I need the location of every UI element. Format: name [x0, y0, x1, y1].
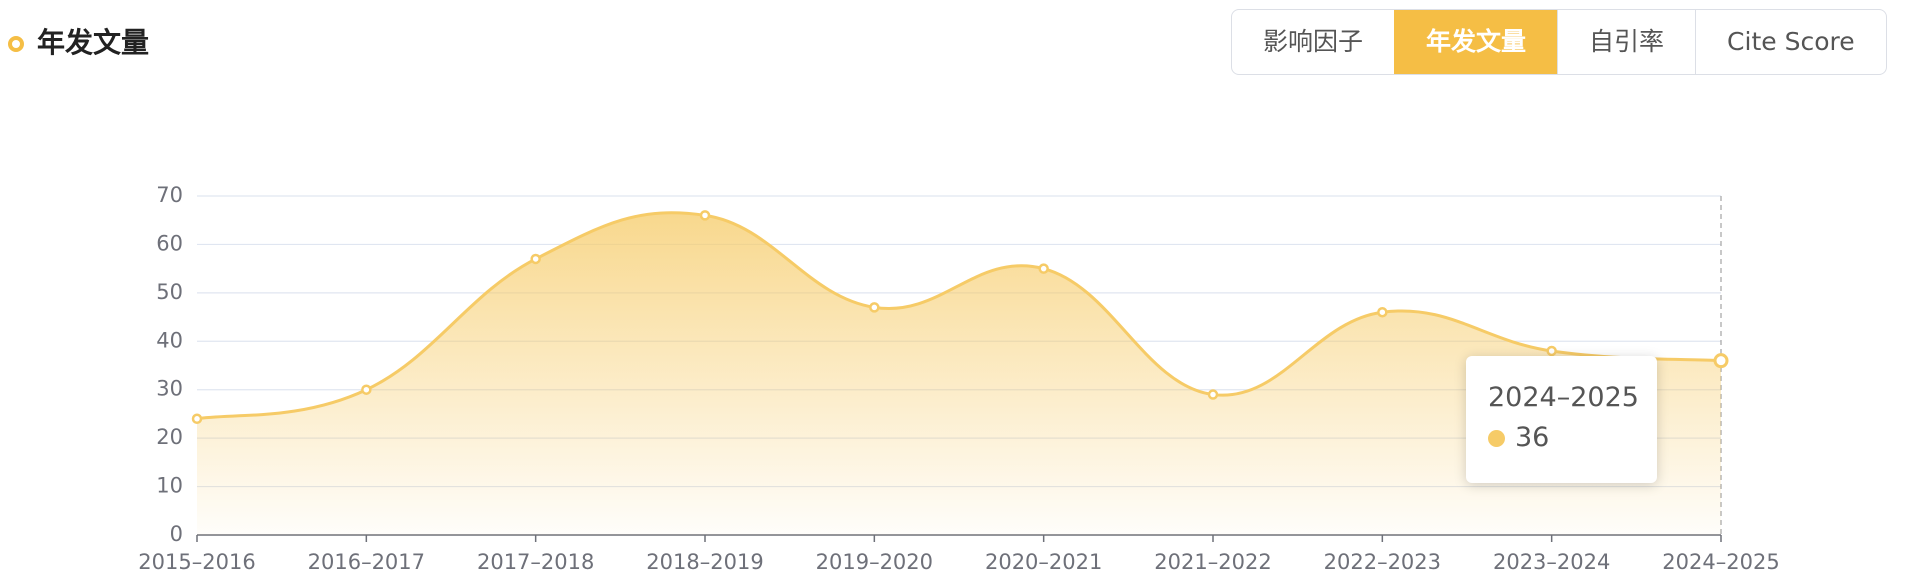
x-tick-label: 2016–2017 — [308, 550, 425, 574]
y-tick-label: 0 — [170, 522, 183, 546]
tooltip: 2024–2025 36 — [1466, 356, 1657, 483]
tooltip-category: 2024–2025 — [1488, 382, 1639, 413]
y-tick-label: 30 — [156, 377, 183, 401]
tab-bar: 影响因子 年发文量 自引率 Cite Score — [1231, 9, 1887, 75]
line — [196, 211, 1722, 421]
y-tick-label: 50 — [156, 280, 183, 304]
point — [1038, 263, 1049, 274]
point — [1207, 389, 1219, 400]
x-tick-label: 2021–2022 — [1154, 550, 1271, 574]
point — [1713, 353, 1729, 369]
chart-title: 年发文量 — [37, 26, 149, 59]
point — [361, 384, 372, 395]
point — [699, 210, 711, 221]
x-tick-label: 2019–2020 — [816, 550, 933, 574]
point — [1377, 306, 1388, 318]
x-tick-label: 2024–2025 — [1662, 550, 1779, 574]
tooltip-value: 36 — [1515, 422, 1550, 453]
point — [1546, 345, 1557, 357]
x-tick-label: 2022–2023 — [1324, 550, 1441, 574]
y-tick-label: 20 — [156, 425, 183, 449]
tab[interactable]: 自引率 — [1557, 10, 1695, 74]
tab[interactable]: Cite Score — [1695, 10, 1886, 74]
x-tick-label: 2020–2021 — [985, 550, 1102, 574]
y-tick-label: 70 — [156, 183, 183, 207]
point — [869, 302, 880, 313]
tooltip-dot — [1488, 430, 1505, 447]
area — [197, 212, 1721, 535]
y-tick-label: 40 — [156, 328, 183, 352]
tab[interactable]: 影响因子 — [1263, 27, 1364, 56]
point — [530, 253, 541, 265]
x-tick-label: 2015–2016 — [138, 550, 255, 574]
x-tick-label: 2023–2024 — [1493, 550, 1610, 574]
y-tick-label: 60 — [156, 231, 183, 255]
tab[interactable]: 年发文量 — [1394, 10, 1558, 74]
x-tick-label: 2017–2018 — [477, 550, 594, 574]
y-tick-label: 10 — [156, 474, 183, 498]
point — [191, 413, 203, 425]
x-tick-label: 2018–2019 — [646, 550, 763, 574]
title-icon — [8, 36, 24, 52]
